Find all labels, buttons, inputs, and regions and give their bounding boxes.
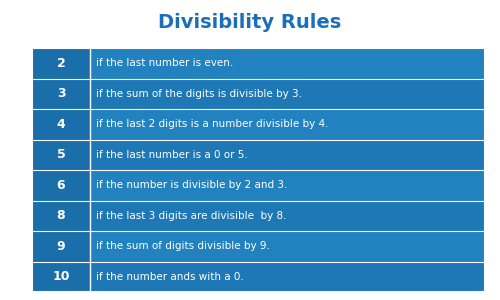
Text: 5: 5 — [56, 148, 66, 161]
Bar — [32, 231, 485, 262]
Text: Divisibility Rules: Divisibility Rules — [158, 13, 342, 32]
Text: 9: 9 — [56, 240, 66, 253]
Text: if the last 2 digits is a number divisible by 4.: if the last 2 digits is a number divisib… — [96, 119, 328, 129]
Text: if the last number is even.: if the last number is even. — [96, 58, 233, 68]
Text: 6: 6 — [56, 179, 66, 192]
Text: if the last 3 digits are divisible  by 8.: if the last 3 digits are divisible by 8. — [96, 211, 286, 221]
Bar — [32, 140, 90, 170]
Bar — [32, 262, 485, 292]
Text: 2: 2 — [56, 57, 66, 70]
Text: if the sum of digits divisible by 9.: if the sum of digits divisible by 9. — [96, 241, 270, 251]
Text: 4: 4 — [56, 118, 66, 131]
Bar — [32, 231, 90, 262]
Text: if the number ands with a 0.: if the number ands with a 0. — [96, 272, 244, 282]
Bar — [32, 79, 485, 109]
Bar — [32, 140, 485, 170]
Text: if the last number is a 0 or 5.: if the last number is a 0 or 5. — [96, 150, 248, 160]
Bar — [32, 262, 90, 292]
Text: if the sum of the digits is divisible by 3.: if the sum of the digits is divisible by… — [96, 89, 302, 99]
Bar — [32, 109, 90, 140]
Text: 10: 10 — [52, 270, 70, 283]
Bar — [32, 48, 485, 79]
Bar — [32, 170, 485, 200]
Text: 3: 3 — [56, 87, 66, 100]
Bar — [32, 48, 90, 79]
Bar — [32, 200, 90, 231]
Bar — [32, 48, 485, 292]
Text: 8: 8 — [56, 209, 66, 222]
Text: if the number is divisible by 2 and 3.: if the number is divisible by 2 and 3. — [96, 180, 288, 190]
Bar — [32, 109, 485, 140]
Bar — [32, 170, 90, 200]
Bar — [32, 200, 485, 231]
Bar — [32, 79, 90, 109]
